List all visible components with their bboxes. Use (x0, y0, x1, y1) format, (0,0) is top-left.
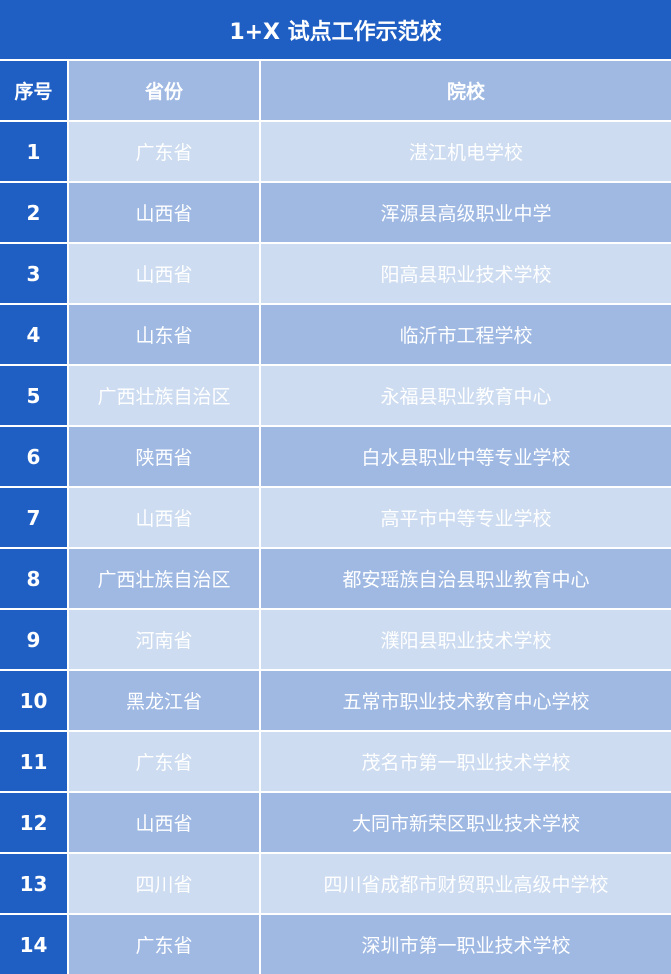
row-school: 四川省成都市财贸职业高级中学校 (261, 854, 671, 913)
row-index: 11 (0, 732, 67, 791)
row-school: 浑源县高级职业中学 (261, 183, 671, 242)
row-province: 广西壮族自治区 (69, 366, 259, 425)
row-province: 黑龙江省 (69, 671, 259, 730)
row-school: 临沂市工程学校 (261, 305, 671, 364)
row-index: 7 (0, 488, 67, 547)
row-school: 大同市新荣区职业技术学校 (261, 793, 671, 852)
table-row: 5 广西壮族自治区 永福县职业教育中心 (0, 366, 671, 425)
row-school: 湛江机电学校 (261, 122, 671, 181)
row-index: 2 (0, 183, 67, 242)
row-index: 5 (0, 366, 67, 425)
row-province: 广东省 (69, 732, 259, 791)
header-school: 院校 (261, 61, 671, 120)
row-province: 广西壮族自治区 (69, 549, 259, 608)
row-school: 都安瑶族自治县职业教育中心 (261, 549, 671, 608)
header-province: 省份 (69, 61, 259, 120)
table-row: 13 四川省 四川省成都市财贸职业高级中学校 (0, 854, 671, 913)
row-province: 山西省 (69, 244, 259, 303)
table-row: 4 山东省 临沂市工程学校 (0, 305, 671, 364)
row-school: 阳高县职业技术学校 (261, 244, 671, 303)
row-province: 广东省 (69, 122, 259, 181)
table-row: 6 陕西省 白水县职业中等专业学校 (0, 427, 671, 486)
row-province: 山西省 (69, 488, 259, 547)
row-index: 14 (0, 915, 67, 974)
row-school: 濮阳县职业技术学校 (261, 610, 671, 669)
table-row: 2 山西省 浑源县高级职业中学 (0, 183, 671, 242)
table-title: 1+X 试点工作示范校 (0, 0, 671, 59)
header-row: 序号 省份 院校 (0, 61, 671, 120)
row-school: 白水县职业中等专业学校 (261, 427, 671, 486)
table-row: 1 广东省 湛江机电学校 (0, 122, 671, 181)
row-province: 陕西省 (69, 427, 259, 486)
row-index: 12 (0, 793, 67, 852)
row-index: 4 (0, 305, 67, 364)
row-index: 1 (0, 122, 67, 181)
row-index: 10 (0, 671, 67, 730)
table-row: 12 山西省 大同市新荣区职业技术学校 (0, 793, 671, 852)
table-row: 8 广西壮族自治区 都安瑶族自治县职业教育中心 (0, 549, 671, 608)
row-school: 深圳市第一职业技术学校 (261, 915, 671, 974)
table-row: 11 广东省 茂名市第一职业技术学校 (0, 732, 671, 791)
row-province: 山西省 (69, 793, 259, 852)
table-row: 9 河南省 濮阳县职业技术学校 (0, 610, 671, 669)
row-school: 永福县职业教育中心 (261, 366, 671, 425)
row-index: 8 (0, 549, 67, 608)
row-province: 山西省 (69, 183, 259, 242)
row-school: 高平市中等专业学校 (261, 488, 671, 547)
row-province: 四川省 (69, 854, 259, 913)
table-row: 7 山西省 高平市中等专业学校 (0, 488, 671, 547)
row-school: 五常市职业技术教育中心学校 (261, 671, 671, 730)
row-school: 茂名市第一职业技术学校 (261, 732, 671, 791)
row-index: 6 (0, 427, 67, 486)
row-province: 广东省 (69, 915, 259, 974)
row-province: 山东省 (69, 305, 259, 364)
table-row: 14 广东省 深圳市第一职业技术学校 (0, 915, 671, 974)
row-index: 9 (0, 610, 67, 669)
table-row: 3 山西省 阳高县职业技术学校 (0, 244, 671, 303)
table-body: 1 广东省 湛江机电学校 2 山西省 浑源县高级职业中学 3 山西省 阳高县职业技术学校 4 山东省… (0, 122, 671, 974)
table-row: 10 黑龙江省 五常市职业技术教育中心学校 (0, 671, 671, 730)
row-index: 13 (0, 854, 67, 913)
row-province: 河南省 (69, 610, 259, 669)
row-index: 3 (0, 244, 67, 303)
header-index: 序号 (0, 61, 67, 120)
